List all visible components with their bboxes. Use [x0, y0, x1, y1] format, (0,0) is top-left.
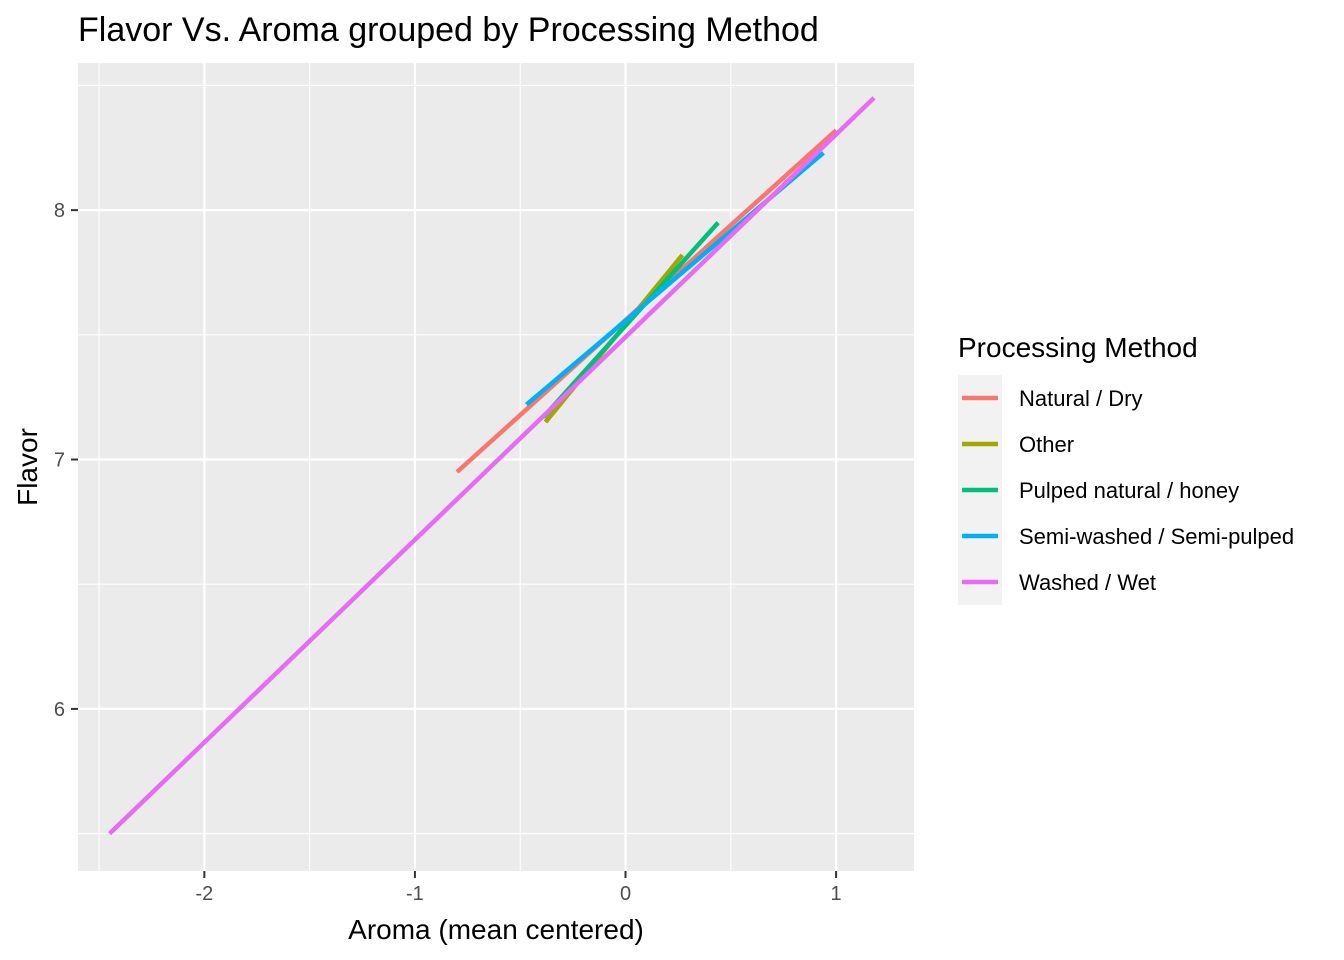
legend-label: Washed / Wet — [1019, 570, 1156, 595]
x-tick-label: -1 — [406, 883, 424, 905]
series-line — [541, 221, 720, 419]
x-axis: -2 -1 0 1 — [195, 871, 842, 905]
y-tick-label: 6 — [54, 699, 65, 721]
series-lines — [108, 96, 876, 836]
legend: Processing Method Natural / Dry Other Pulp… — [958, 332, 1294, 605]
legend-label: Pulped natural / honey — [1019, 478, 1239, 503]
series-line — [108, 96, 876, 836]
y-tick-label: 7 — [54, 450, 65, 472]
legend-label: Semi-washed / Semi-pulped — [1019, 524, 1294, 549]
x-tick-label: -2 — [195, 883, 213, 905]
x-tick-label: 1 — [831, 883, 842, 905]
chart-title: Flavor Vs. Aroma grouped by Processing M… — [78, 11, 819, 49]
y-axis: 6 7 8 — [54, 200, 78, 721]
x-tick-label: 0 — [620, 883, 631, 905]
legend-title: Processing Method — [958, 332, 1198, 363]
legend-label: Natural / Dry — [1019, 386, 1142, 411]
y-tick-label: 8 — [54, 200, 65, 222]
legend-label: Other — [1019, 432, 1074, 457]
y-axis-title: Flavor — [12, 428, 43, 506]
x-axis-title: Aroma (mean centered) — [348, 914, 644, 945]
minor-gridlines — [78, 63, 914, 871]
plot-panel — [78, 63, 914, 871]
